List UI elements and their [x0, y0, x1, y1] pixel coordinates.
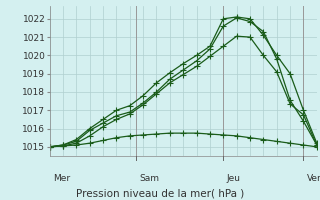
Text: Pression niveau de la mer( hPa ): Pression niveau de la mer( hPa )	[76, 188, 244, 198]
Text: Jeu: Jeu	[227, 174, 241, 183]
Text: Ven: Ven	[307, 174, 320, 183]
Text: Sam: Sam	[140, 174, 160, 183]
Text: Mer: Mer	[53, 174, 70, 183]
